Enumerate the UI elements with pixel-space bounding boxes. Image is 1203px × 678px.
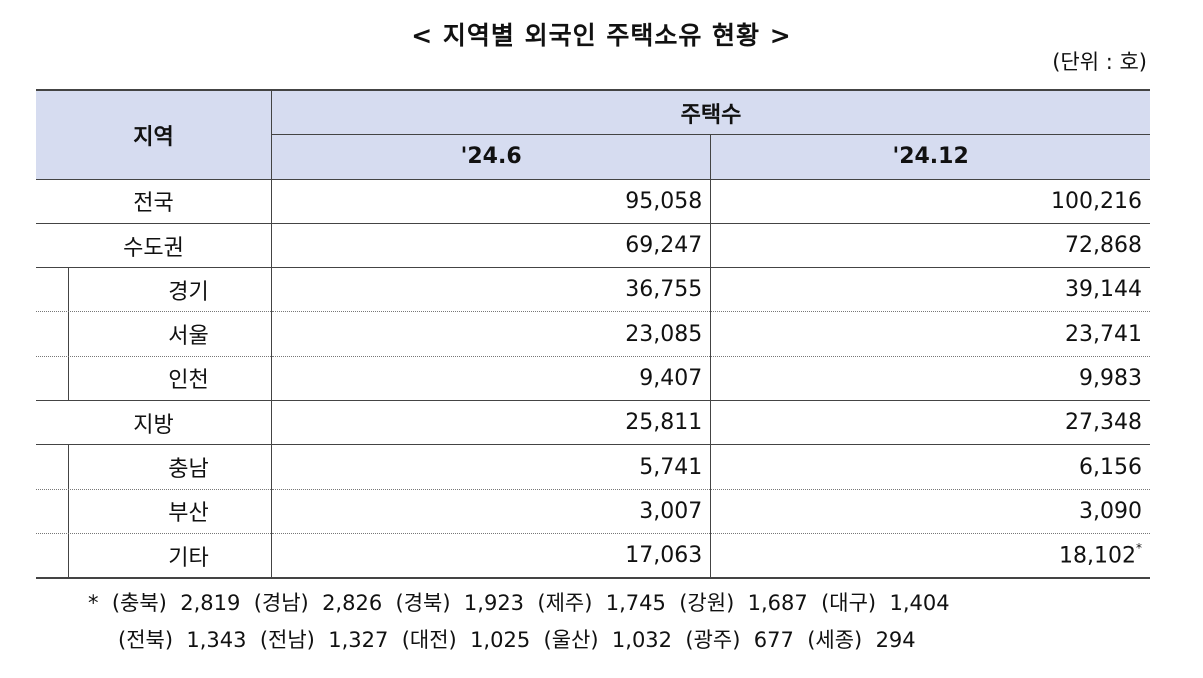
page-title: < 지역별 외국인 주택소유 현황 >: [411, 21, 792, 50]
row-value-2406: 5,741: [271, 444, 712, 490]
row-value-2406: 3,007: [271, 488, 712, 534]
row-value-2412-text: 18,102: [1059, 543, 1136, 569]
table-row: 서울 23,085 23,741: [36, 311, 1150, 357]
header-col-2406: '24.6: [271, 134, 712, 180]
row-value-2406: 95,058: [271, 178, 712, 224]
row-name: 부산: [36, 488, 272, 534]
table-row: 부산 3,007 3,090: [36, 488, 1150, 534]
footnote-line-2: (전북) 1,343 (전남) 1,327 (대전) 1,025 (울산) 1,…: [118, 628, 916, 652]
row-name: 전국: [36, 178, 272, 224]
row-name: 지방: [36, 400, 272, 445]
row-value-2406: 17,063: [271, 532, 712, 579]
row-value-2406: 23,085: [271, 311, 712, 357]
row-name: 충남: [36, 444, 272, 490]
row-value-2412: 18,102*: [710, 532, 1150, 579]
row-value-2412: 3,090: [710, 488, 1150, 534]
row-value-2412: 23,741: [710, 311, 1150, 357]
table-row: 인천 9,407 9,983: [36, 355, 1150, 401]
row-value-2406: 9,407: [271, 355, 712, 401]
footnote-mark: *: [1136, 540, 1142, 555]
row-value-2412: 6,156: [710, 444, 1150, 490]
table-row: 경기 36,755 39,144: [36, 267, 1150, 312]
table-row: 지방 25,811 27,348: [36, 400, 1150, 445]
row-value-2412: 72,868: [710, 222, 1150, 268]
table-row: 수도권 69,247 72,868: [36, 222, 1150, 268]
row-value-2406: 25,811: [271, 400, 712, 445]
table-row: 충남 5,741 6,156: [36, 444, 1150, 490]
table-row: 기타 17,063 18,102*: [36, 532, 1150, 579]
row-value-2412: 9,983: [710, 355, 1150, 401]
row-name: 기타: [36, 532, 272, 579]
row-value-2406: 69,247: [271, 222, 712, 268]
footnote-line-1: * (충북) 2,819 (경남) 2,826 (경북) 1,923 (제주) …: [88, 591, 950, 615]
row-name-text: 충남: [168, 457, 209, 483]
row-value-2412: 39,144: [710, 267, 1150, 312]
row-name: 경기: [36, 267, 272, 312]
unit-label: (단위 : 호): [1052, 50, 1147, 74]
table-row: 전국 95,058 100,216: [36, 178, 1150, 224]
row-name: 서울: [36, 311, 272, 357]
row-name-text: 경기: [168, 279, 209, 305]
housing-table: 지역 주택수 '24.6 '24.12 전국 95,058 100,216 수도…: [36, 89, 1150, 579]
row-value-2412: 27,348: [710, 400, 1150, 445]
row-value-2412: 100,216: [710, 178, 1150, 224]
row-name-text: 서울: [168, 324, 209, 350]
row-name: 인천: [36, 355, 272, 401]
row-name-text: 인천: [168, 368, 209, 394]
header-region: 지역: [36, 90, 272, 180]
header-col-2412: '24.12: [710, 134, 1150, 180]
row-name: 수도권: [36, 222, 272, 268]
row-name-text: 기타: [168, 545, 209, 571]
row-name-text: 부산: [168, 501, 209, 527]
header-group: 주택수: [271, 90, 1150, 135]
row-value-2406: 36,755: [271, 267, 712, 312]
